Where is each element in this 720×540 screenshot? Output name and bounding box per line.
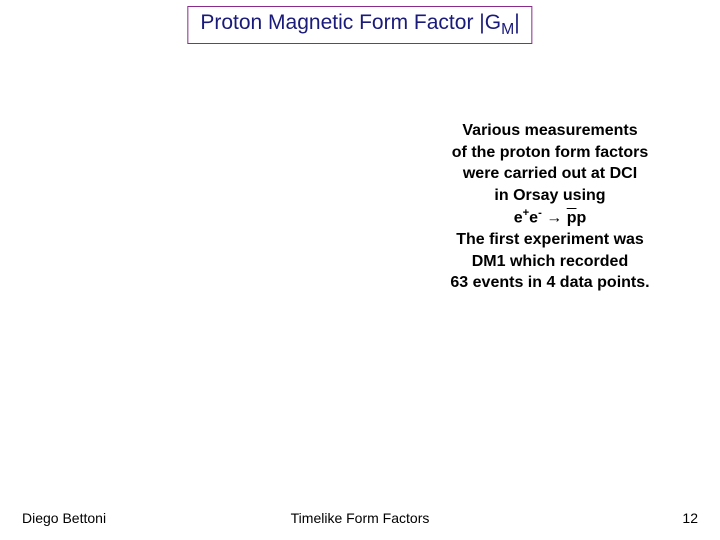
title-prefix: Proton Magnetic Form Factor |G <box>200 11 501 34</box>
slide-title-box: Proton Magnetic Form Factor |GM| <box>187 6 532 44</box>
footer-page-number: 12 <box>682 510 698 526</box>
body-line-4: in Orsay using <box>410 185 690 207</box>
body-line-8: 63 events in 4 data points. <box>410 272 690 294</box>
body-line-7: DM1 which recorded <box>410 251 690 273</box>
footer-title: Timelike Form Factors <box>291 510 430 526</box>
reaction-e1: e <box>514 210 523 227</box>
body-line-3: were carried out at DCI <box>410 163 690 185</box>
footer-author: Diego Bettoni <box>22 510 106 526</box>
body-paragraph: Various measurements of the proton form … <box>410 120 690 294</box>
title-suffix: | <box>514 11 519 34</box>
body-line-6: The first experiment was <box>410 229 690 251</box>
body-reaction: e+e- → pp <box>410 206 690 229</box>
body-line-2: of the proton form factors <box>410 142 690 164</box>
title-subscript: M <box>501 21 514 38</box>
body-line-1: Various measurements <box>410 120 690 142</box>
reaction-p: p <box>576 210 586 227</box>
reaction-arrow: → <box>542 210 567 227</box>
reaction-e2: e <box>529 210 538 227</box>
